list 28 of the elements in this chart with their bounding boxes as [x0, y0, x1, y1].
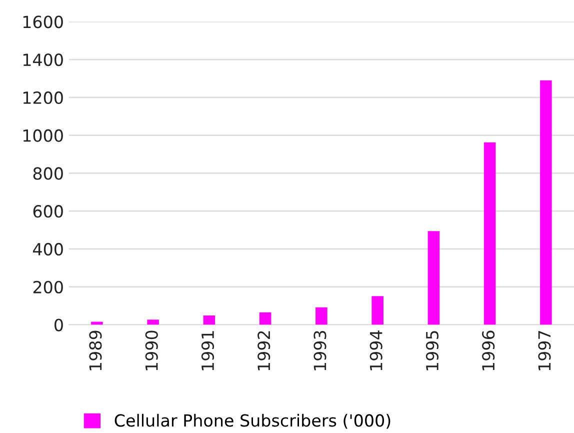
- x-tick-label: 1996: [482, 330, 495, 370]
- bar: [259, 312, 272, 325]
- x-tick-label: 1990: [145, 330, 158, 370]
- bar: [316, 307, 328, 325]
- x-tick-label: 1992: [258, 331, 270, 370]
- x-tick-label: 1997: [538, 331, 551, 370]
- y-tick-label: 200: [33, 280, 63, 294]
- x-tick-label: 1991: [201, 331, 214, 370]
- legend-label: Cellular Phone Subscribers ('000): [114, 414, 390, 429]
- y-tick-label: 400: [33, 242, 63, 256]
- y-tick-label: 1200: [23, 91, 63, 104]
- y-tick-label: 0: [54, 318, 63, 332]
- x-tick-label: 1989: [89, 330, 102, 370]
- x-tick-label: 1994: [370, 330, 382, 370]
- y-tick-label: 600: [33, 205, 63, 218]
- bar: [484, 142, 496, 325]
- y-tick-label: 1000: [23, 129, 63, 142]
- bar: [540, 80, 552, 325]
- bar: [372, 296, 384, 325]
- bar: [91, 322, 103, 325]
- bar: [147, 320, 159, 325]
- x-tick-label: 1995: [426, 331, 439, 370]
- x-tick-label: 1993: [314, 330, 326, 370]
- y-tick-label: 800: [33, 167, 63, 180]
- bar: [203, 315, 216, 325]
- bar: [428, 231, 440, 325]
- y-tick-label: 1600: [23, 16, 63, 28]
- y-tick-label: 1400: [23, 54, 63, 66]
